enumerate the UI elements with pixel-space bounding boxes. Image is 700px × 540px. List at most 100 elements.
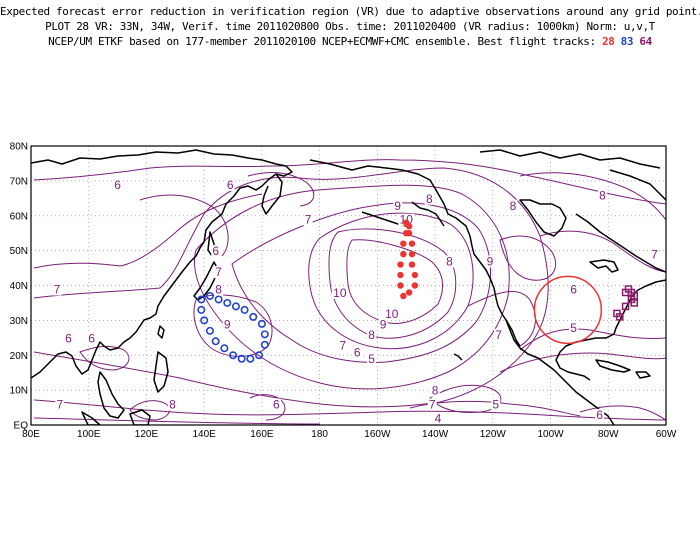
- contour-label-bg: [113, 178, 123, 191]
- contour-line: [539, 230, 666, 273]
- contour-line: [308, 212, 474, 350]
- contour-line: [79, 345, 130, 371]
- coastline-us-east: [613, 279, 666, 335]
- contour-label: 10: [385, 307, 399, 321]
- contour-label: 6: [596, 408, 603, 422]
- contour-label: 5: [492, 398, 499, 412]
- track-83-point: [197, 305, 206, 314]
- coastline-borneo: [129, 409, 151, 425]
- contour-label: 10: [333, 286, 347, 300]
- contour-label: 7: [57, 398, 64, 412]
- lon-tick-label: 140W: [422, 429, 449, 440]
- contour-label-bg: [508, 199, 518, 212]
- contour-label: 7: [54, 282, 61, 296]
- coastline-asia: [31, 149, 293, 379]
- contour-label: 8: [510, 199, 517, 213]
- contour-label-bg: [303, 213, 313, 226]
- lat-tick-label: 30N: [10, 316, 28, 327]
- contour-label: 9: [394, 199, 401, 213]
- track-83-point: [246, 354, 255, 363]
- coastline-indochina: [97, 371, 125, 419]
- contour-label-bg: [430, 384, 440, 397]
- track-id-28: 28: [601, 35, 615, 48]
- contour-label-bg: [222, 318, 232, 331]
- lon-tick-label: 160E: [250, 429, 274, 440]
- contour-label-bg: [87, 332, 97, 345]
- coastline-kamchatka: [261, 173, 283, 215]
- contour-label: 7: [495, 328, 502, 342]
- contour-label-bg: [569, 283, 579, 296]
- coastline-gulf-mexico: [555, 333, 615, 381]
- track-28-point: [405, 229, 413, 237]
- contour-label-bg: [491, 398, 501, 411]
- track-83-point: [255, 351, 264, 360]
- track-28-point: [397, 271, 404, 279]
- lon-tick-label: 160W: [364, 429, 391, 440]
- contour-line: [33, 193, 263, 269]
- track-83-point: [249, 312, 258, 321]
- verification-region-circle: [533, 275, 603, 345]
- lon-tick-label: 180: [311, 429, 328, 440]
- coastline-sumatra: [81, 411, 101, 425]
- lon-tick-label: 60W: [656, 429, 677, 440]
- map-frame: [30, 145, 667, 426]
- contour-label-bg: [271, 398, 281, 411]
- contour-label: 7: [651, 248, 658, 262]
- contour-label: 6: [354, 345, 361, 359]
- contour-label: 6: [88, 331, 95, 345]
- contour-line: [33, 417, 321, 425]
- contour-label-bg: [393, 199, 403, 212]
- contour-label: 9: [224, 317, 231, 331]
- coastline-hispaniola: [635, 371, 651, 379]
- verification-region: [533, 275, 603, 345]
- lon-tick-label: 120E: [135, 429, 159, 440]
- track-83-point: [237, 354, 246, 363]
- contour-line: [499, 235, 556, 281]
- contour-label-bg: [331, 286, 348, 299]
- contour-label: 6: [65, 331, 72, 345]
- contour-line: [328, 228, 457, 339]
- contour-line: [33, 159, 666, 205]
- contour-label-bg: [378, 318, 388, 331]
- contour-label-bg: [569, 321, 579, 334]
- track-83-point: [197, 295, 206, 304]
- track-83-point: [205, 291, 214, 300]
- lon-tick-label: 120W: [480, 429, 507, 440]
- figure-header: Expected forecast error reduction in ver…: [0, 0, 700, 70]
- coastline-alaska-peninsula: [411, 201, 445, 227]
- contour-line: [499, 352, 666, 373]
- contour-label-bg: [64, 332, 74, 345]
- contour-line: [519, 172, 666, 221]
- contour-label-bg: [52, 283, 62, 296]
- track-83-point: [220, 344, 229, 353]
- track-28-point: [397, 282, 404, 289]
- coastline-cuba: [595, 359, 631, 373]
- lat-tick-label: 40N: [10, 281, 28, 292]
- contour-label-bg: [424, 192, 434, 205]
- track-83-point: [257, 319, 266, 328]
- contour-labels: 667678976678689101010987658988776587456: [52, 178, 659, 426]
- lon-tick-label: 80E: [22, 429, 40, 440]
- contour-label-bg: [225, 178, 235, 191]
- contour-label: 6: [273, 398, 280, 412]
- track-83-point: [211, 337, 220, 346]
- flight-tracks: [197, 219, 638, 363]
- contour-label-bg: [433, 412, 443, 425]
- contour-label: 9: [487, 255, 494, 269]
- contour-label-bg: [598, 189, 607, 202]
- contour-line: [33, 167, 549, 408]
- contour-line: [249, 394, 286, 421]
- lat-tick-label: 70N: [10, 176, 28, 187]
- header-line-1: Expected forecast error reduction in ver…: [0, 5, 700, 18]
- track-64-point: [621, 302, 630, 311]
- track-28-point: [405, 289, 413, 296]
- track-83-point: [260, 330, 269, 339]
- contour-label-bg: [367, 353, 377, 366]
- contour-label-bg: [55, 398, 65, 411]
- track-28-point: [408, 261, 416, 268]
- contour-label-bg: [338, 339, 348, 352]
- track-64-point: [630, 299, 638, 307]
- coastline-taiwan: [157, 325, 165, 339]
- contour-label: 5: [570, 321, 577, 335]
